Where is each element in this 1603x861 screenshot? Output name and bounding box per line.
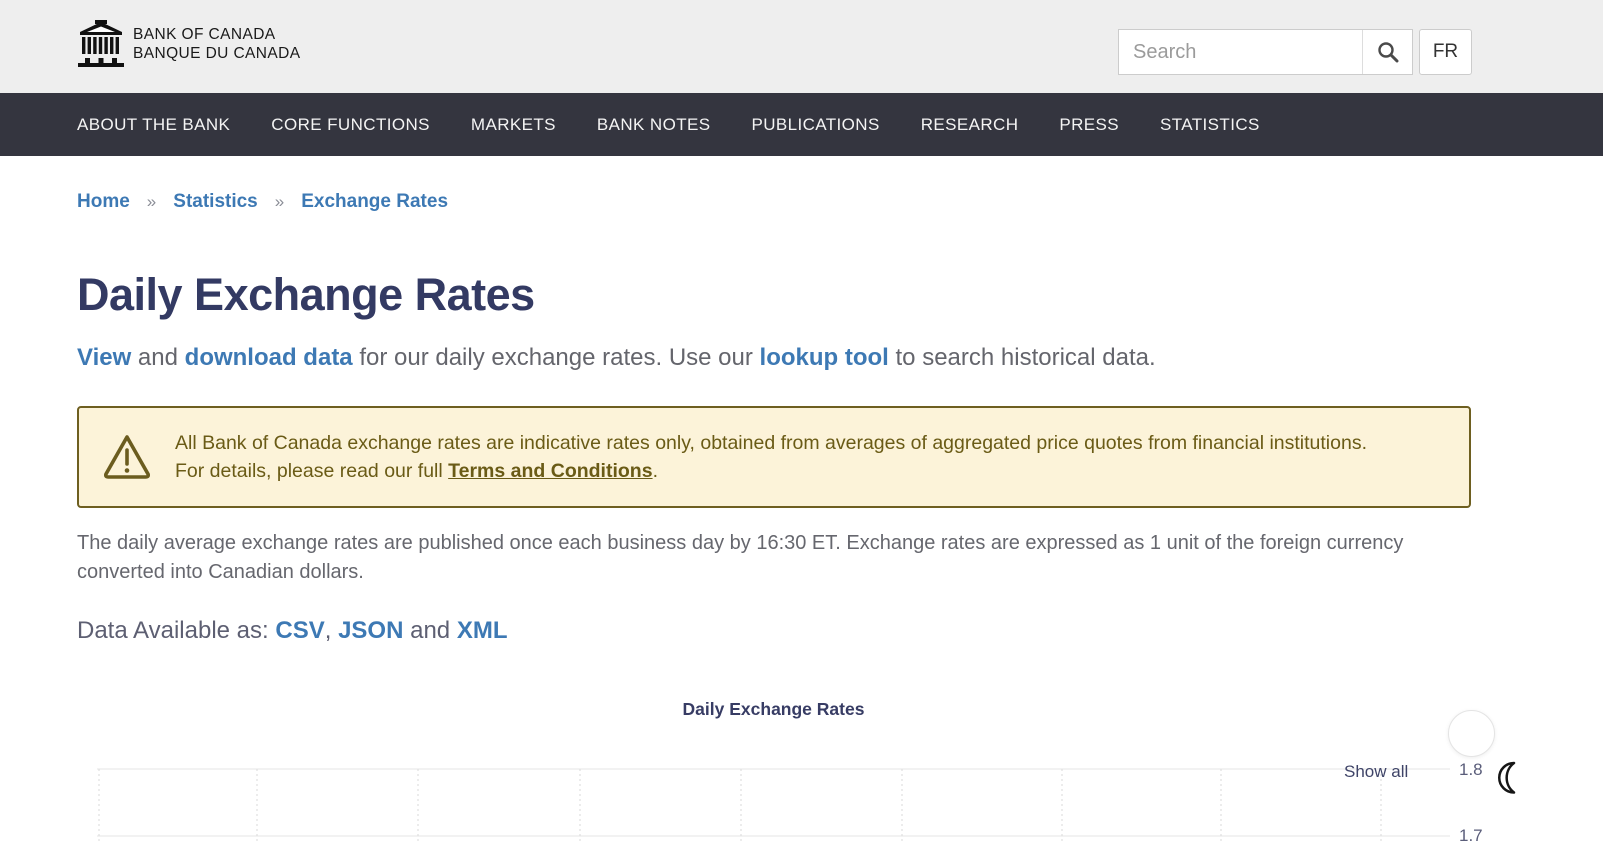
y-axis-tick-1.7: 1.7 xyxy=(1459,826,1483,845)
nav-item-publications[interactable]: PUBLICATIONS xyxy=(751,114,880,134)
indicative-rates-alert: All Bank of Canada exchange rates are in… xyxy=(77,406,1471,508)
exchange-rate-chart: Daily Exchange Rates 1.8 1.7 Show all xyxy=(0,681,1603,845)
bank-building-icon xyxy=(78,20,124,67)
breadcrumb: Home » Statistics » Exchange Rates xyxy=(77,191,1603,213)
search-box xyxy=(1118,29,1413,75)
nav-item-about-the-bank[interactable]: ABOUT THE BANK xyxy=(77,114,231,134)
lede-text: to search historical data. xyxy=(888,344,1156,371)
nav-item-bank-notes[interactable]: BANK NOTES xyxy=(596,114,711,134)
bank-of-canada-logo[interactable]: BANK OF CANADA BANQUE DU CANADA xyxy=(77,20,300,67)
lede-paragraph: View and download data for our daily exc… xyxy=(77,344,1603,372)
page-title: Daily Exchange Rates xyxy=(77,269,535,320)
xml-link[interactable]: XML xyxy=(456,617,508,644)
logo-line1: BANK OF CANADA xyxy=(133,25,276,43)
search-input[interactable] xyxy=(1119,30,1362,74)
alert-text: For details, please read our full xyxy=(175,460,449,482)
data-available-text: and xyxy=(403,617,457,644)
alert-line1: All Bank of Canada exchange rates are in… xyxy=(175,432,1367,454)
csv-link[interactable]: CSV xyxy=(275,617,325,644)
nav-item-statistics[interactable]: STATISTICS xyxy=(1160,114,1260,134)
logo-line2: BANQUE DU CANADA xyxy=(133,44,301,62)
search-button[interactable] xyxy=(1362,30,1412,74)
data-available-line: Data Available as: CSV, JSON and XML xyxy=(77,617,1603,645)
breadcrumb-exchange-rates[interactable]: Exchange Rates xyxy=(301,191,449,212)
lede-text: and xyxy=(131,344,185,371)
download-data-link[interactable]: download data xyxy=(184,344,353,371)
nav-item-research[interactable]: RESEARCH xyxy=(920,114,1019,134)
nav-item-press[interactable]: PRESS xyxy=(1059,114,1120,134)
breadcrumb-statistics[interactable]: Statistics xyxy=(173,191,258,212)
chart-menu-button[interactable] xyxy=(1448,710,1495,757)
nav-item-markets[interactable]: MARKETS xyxy=(470,114,556,134)
terms-and-conditions-link[interactable]: Terms and Conditions xyxy=(448,460,653,482)
language-toggle-button[interactable]: FR xyxy=(1419,29,1472,75)
breadcrumb-separator: » xyxy=(146,192,157,211)
dark-mode-moon-icon[interactable] xyxy=(1489,758,1523,798)
y-axis-tick-1.8: 1.8 xyxy=(1459,760,1483,779)
alert-text: . xyxy=(652,460,658,482)
breadcrumb-home[interactable]: Home xyxy=(77,191,130,212)
chart-plot-area[interactable] xyxy=(0,681,1603,842)
breadcrumb-separator: » xyxy=(274,192,285,211)
alert-line2: For details, please read our full Terms … xyxy=(175,457,1367,485)
lookup-tool-link[interactable]: lookup tool xyxy=(759,344,889,371)
lede-text: for our daily exchange rates. Use our xyxy=(352,344,760,371)
description-paragraph: The daily average exchange rates are pub… xyxy=(77,532,1404,583)
main-navigation: ABOUT THE BANK CORE FUNCTIONS MARKETS BA… xyxy=(0,93,1603,156)
search-icon xyxy=(1377,42,1398,63)
json-link[interactable]: JSON xyxy=(338,617,404,644)
data-available-label: Data Available as: xyxy=(77,617,276,644)
view-link[interactable]: View xyxy=(77,344,132,371)
site-header: BANK OF CANADA BANQUE DU CANADA FR xyxy=(0,0,1603,93)
data-available-text: , xyxy=(324,617,339,644)
nav-item-core-functions[interactable]: CORE FUNCTIONS xyxy=(271,114,430,134)
show-all-button[interactable]: Show all xyxy=(1344,762,1409,781)
chart-title: Daily Exchange Rates xyxy=(682,699,865,719)
warning-triangle-icon xyxy=(103,435,151,479)
